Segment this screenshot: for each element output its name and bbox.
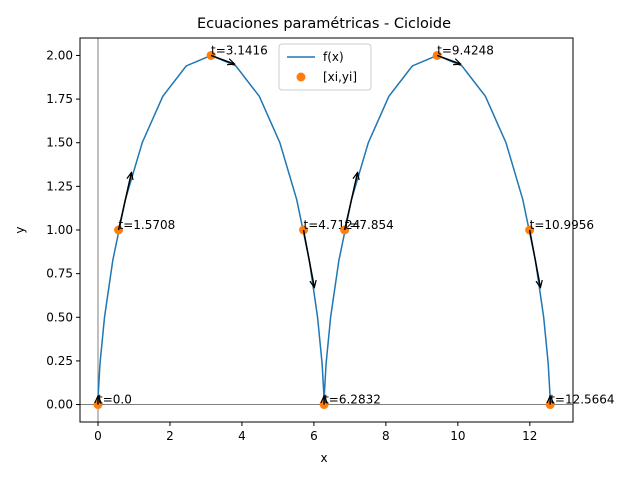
- legend: f(x) [xi,yi]: [278, 43, 372, 91]
- axes-frame: [79, 37, 574, 423]
- annotation: t=6.2832: [324, 393, 381, 407]
- arrow: [436, 54, 461, 64]
- legend-marker: [296, 72, 306, 82]
- y-tick-label: 1.50: [46, 136, 73, 150]
- x-tick-label: 8: [382, 429, 390, 443]
- x-tick-label: 2: [166, 429, 174, 443]
- x-tick-label: 0: [94, 429, 102, 443]
- y-tick-label: 0.50: [46, 310, 73, 324]
- annotation: t=9.4248: [437, 43, 494, 57]
- annotation: t=7.854: [345, 218, 394, 232]
- x-tick-label: 10: [450, 429, 465, 443]
- arrow: [210, 54, 235, 64]
- y-tick-label: 2.00: [46, 48, 73, 62]
- y-tick-label: 0.75: [46, 267, 73, 281]
- annotation: t=1.5708: [119, 218, 176, 232]
- annotation: t=0.0: [98, 393, 132, 407]
- x-tick-label: 6: [310, 429, 318, 443]
- arrow: [528, 229, 541, 288]
- arrow: [117, 172, 132, 231]
- y-tick-label: 1.00: [46, 223, 73, 237]
- legend-label: f(x): [323, 50, 344, 64]
- y-tick-label: 1.25: [46, 179, 73, 193]
- y-axis-label: y: [13, 226, 27, 233]
- x-tick-label: 12: [522, 429, 537, 443]
- y-tick-label: 0.00: [46, 398, 73, 412]
- x-axis-label: x: [320, 451, 327, 465]
- annotation: t=12.5664: [550, 393, 614, 407]
- y-tick-label: 0.25: [46, 354, 73, 368]
- y-tick-label: 1.75: [46, 92, 73, 106]
- arrow: [302, 229, 315, 288]
- x-tick-label: 4: [238, 429, 246, 443]
- annotation: t=10.9956: [530, 218, 594, 232]
- annotation: t=3.1416: [211, 43, 268, 57]
- legend-label: [xi,yi]: [323, 70, 357, 84]
- chart-title: Ecuaciones paramétricas - Cicloide: [197, 16, 451, 32]
- arrow: [343, 172, 358, 231]
